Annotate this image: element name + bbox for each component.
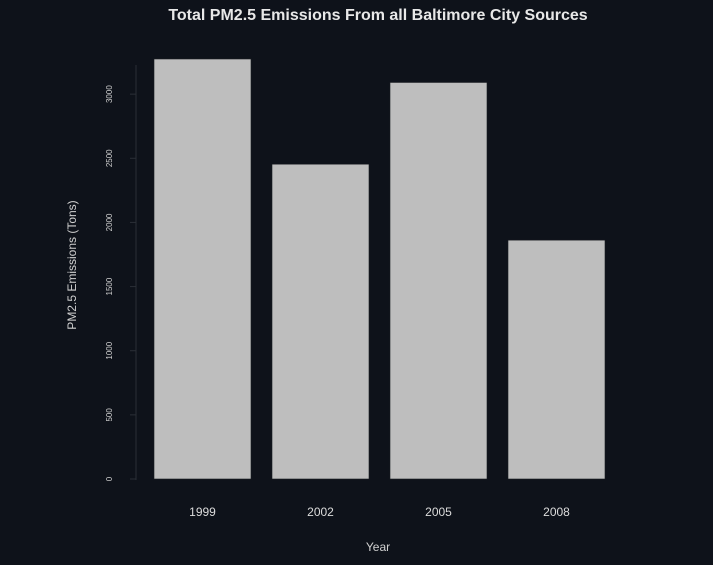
category-label-2002: 2002 bbox=[307, 505, 334, 519]
y-tick-label: 1000 bbox=[105, 341, 114, 359]
y-tick-label: 0 bbox=[105, 476, 114, 481]
y-tick-label: 500 bbox=[105, 408, 114, 422]
y-axis-ticks: 0 500 1000 1500 2000 2500 3000 bbox=[105, 85, 136, 481]
bar-2005 bbox=[389, 82, 488, 480]
category-label-2008: 2008 bbox=[543, 505, 570, 519]
y-tick-label: 2000 bbox=[105, 213, 114, 231]
bar-2002 bbox=[271, 163, 370, 480]
y-tick-label: 3000 bbox=[105, 85, 114, 103]
x-axis-category-labels: 1999 2002 2005 2008 bbox=[189, 505, 570, 519]
y-tick-label: 2500 bbox=[105, 149, 114, 167]
category-label-2005: 2005 bbox=[425, 505, 452, 519]
y-tick-label: 1500 bbox=[105, 277, 114, 295]
bar-2008 bbox=[507, 239, 606, 480]
bars-group bbox=[153, 58, 606, 480]
chart-title: Total PM2.5 Emissions From all Baltimore… bbox=[168, 7, 587, 24]
category-label-1999: 1999 bbox=[189, 505, 216, 519]
x-axis-label: Year bbox=[366, 540, 390, 554]
bar-1999 bbox=[153, 58, 252, 480]
y-axis-label: PM2.5 Emissions (Tons) bbox=[65, 200, 79, 329]
